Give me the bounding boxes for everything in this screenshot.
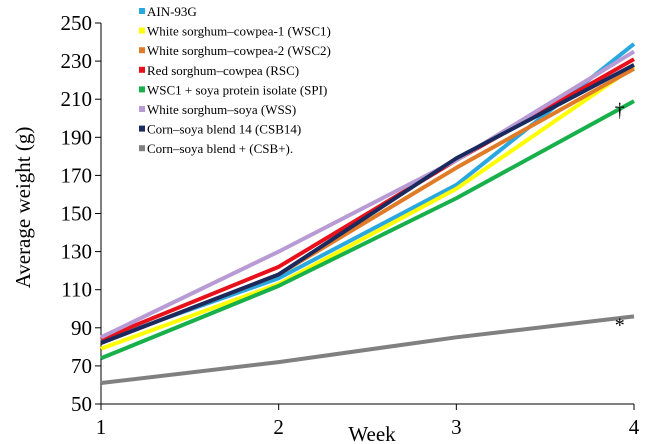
- legend-swatch: [139, 86, 145, 93]
- y-tick-label: 230: [61, 49, 93, 73]
- x-tick-label: 2: [273, 415, 284, 439]
- series-lines: [100, 42, 636, 386]
- legend: AIN-93G White sorghum–cowpea-1 (WSC1) Whit…: [139, 4, 331, 156]
- y-tick-label: 210: [61, 87, 93, 111]
- legend-label: White sorghum–cowpea-1 (WSC1): [147, 24, 331, 39]
- y-tick-label: 110: [61, 278, 92, 302]
- legend-label: Corn–soya blend 14 (CSB14): [147, 122, 301, 137]
- y-tick-label: 90: [71, 316, 92, 340]
- y-tick-label: 190: [61, 125, 93, 149]
- series-line-1: [100, 65, 636, 351]
- series-line-7: [100, 314, 635, 386]
- series-line-6: [100, 63, 635, 345]
- legend-label: Red sorghum–cowpea (RSC): [147, 63, 299, 78]
- y-tick-label: 50: [71, 392, 92, 416]
- legend-swatch: [139, 27, 145, 34]
- legend-label: White sorghum–soya (WSS): [147, 102, 296, 117]
- legend-swatch: [139, 145, 145, 152]
- axes: 50 70 90 110 130 150 170 190 210 230 250 1 2 3 4: [61, 11, 640, 439]
- x-tick-label: 4: [629, 415, 640, 439]
- x-tick-label: 3: [451, 415, 462, 439]
- series-line-4: [100, 99, 635, 361]
- y-tick-label: 250: [61, 11, 93, 35]
- y-axis-title: Average weight (g): [11, 127, 35, 289]
- x-axis-title: Week: [348, 422, 396, 444]
- legend-label: White sorghum–cowpea-2 (WSC2): [147, 43, 331, 58]
- y-tick-label: 170: [61, 163, 93, 187]
- series-line-5: [100, 49, 636, 340]
- legend-label: Corn–soya blend + (CSB+).: [147, 141, 293, 156]
- annotations: †*: [615, 99, 625, 336]
- annotation-mark: *: [615, 315, 625, 337]
- legend-swatch: [139, 8, 145, 14]
- legend-swatch: [139, 66, 145, 73]
- legend-swatch: [139, 125, 145, 132]
- legend-swatch: [139, 47, 145, 54]
- y-tick-label: 150: [61, 202, 93, 226]
- y-tick-label: 130: [61, 240, 93, 264]
- legend-swatch: [139, 106, 145, 112]
- x-tick-label: 1: [96, 415, 107, 439]
- y-tick-label: 70: [71, 354, 92, 378]
- annotation-mark: †: [615, 99, 625, 121]
- legend-label: WSC1 + soya protein isolate (SPI): [147, 82, 327, 97]
- legend-label: AIN-93G: [147, 4, 197, 19]
